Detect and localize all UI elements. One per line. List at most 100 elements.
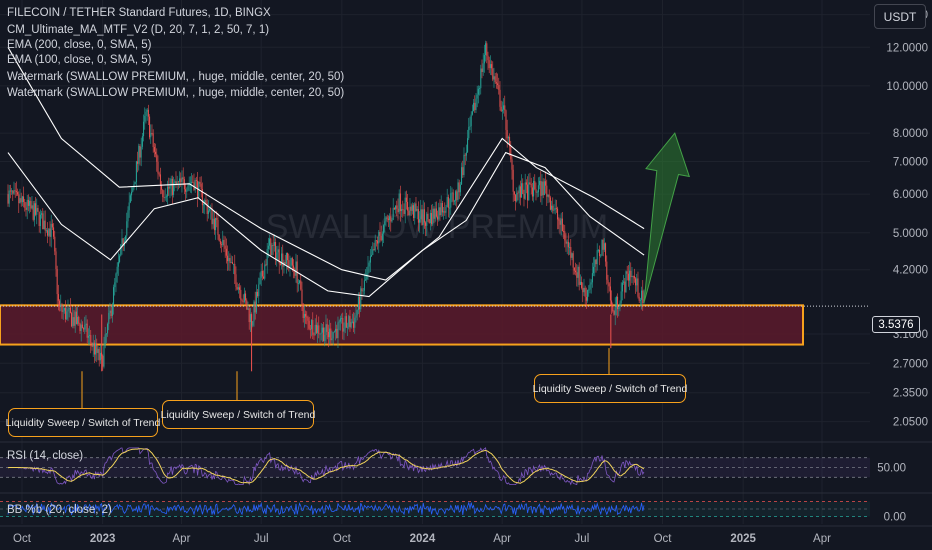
candle-body (613, 311, 615, 315)
candle-body (135, 161, 137, 183)
candle-body (312, 320, 314, 335)
candle-body (117, 262, 119, 267)
candle-body (593, 266, 595, 274)
candle-body (95, 343, 97, 355)
candle-body (233, 263, 235, 265)
candle-body (299, 280, 301, 284)
candle-body (171, 178, 173, 195)
candle-body (553, 209, 555, 211)
candle-body (360, 288, 362, 310)
candle-body (409, 206, 411, 216)
candle-body (290, 258, 292, 266)
candle-body (107, 323, 109, 334)
candle-body (505, 110, 507, 130)
candle-body (467, 138, 469, 153)
candle-body (281, 253, 283, 266)
candle-body (362, 290, 364, 292)
candle-body (567, 241, 569, 248)
candle-body (128, 202, 130, 211)
ema-200-line (7, 47, 645, 281)
candle-body (476, 94, 478, 99)
candle-body (110, 310, 112, 317)
candle-body (395, 205, 397, 210)
x-tick-label: Apr (813, 533, 831, 545)
candle-body (79, 323, 81, 331)
candle-body (51, 223, 53, 228)
candle-body (75, 311, 77, 324)
candle-body (318, 325, 320, 334)
candle-body (258, 284, 260, 297)
candle-body (65, 307, 67, 320)
candle-body (291, 258, 293, 266)
candle-body (519, 186, 521, 198)
candle-body (428, 219, 430, 224)
candle-body (309, 328, 311, 330)
candle-body (516, 192, 518, 202)
candle-body (324, 335, 326, 342)
candle-body (638, 296, 640, 301)
candle-body (285, 252, 287, 264)
candle-body (378, 231, 380, 244)
candle-body (495, 82, 497, 84)
candle-body (300, 280, 302, 290)
candle-body (599, 249, 601, 257)
candle-body (471, 111, 473, 115)
currency-button[interactable]: USDT (874, 4, 926, 29)
candle-body (635, 278, 637, 286)
candle-body (363, 280, 365, 291)
candle-body (548, 194, 550, 198)
candle-body (162, 189, 164, 198)
candle-body (275, 242, 277, 260)
indicator-legend-ema200[interactable]: EMA (200, close, 0, SMA, 5) (7, 39, 152, 51)
candle-body (254, 301, 256, 313)
candle-body (175, 181, 177, 185)
candle-body (149, 116, 151, 138)
candle-body (194, 180, 196, 190)
candle-body (584, 287, 586, 298)
bb-pane-label[interactable]: BB %b (20, close, 2) (7, 504, 112, 516)
candle-body (528, 182, 530, 201)
indicator-legend-watermark-2[interactable]: Watermark (SWALLOW PREMIUM, , huge, midd… (7, 87, 345, 99)
candle-body (84, 324, 86, 330)
candle-body (317, 325, 319, 333)
candle-body (551, 205, 553, 210)
candle-body (279, 263, 281, 266)
candle-body (325, 324, 327, 336)
candle-body (423, 209, 425, 223)
candle-body (297, 283, 299, 284)
candle-body (320, 332, 322, 334)
candle-body (491, 64, 493, 69)
candle-body (555, 208, 557, 209)
candle-body (573, 267, 575, 271)
candle-body (474, 102, 476, 110)
candle-body (131, 191, 133, 196)
candle-body (465, 152, 467, 156)
candle-body (321, 327, 323, 333)
candle-body (223, 239, 225, 246)
candle-body (26, 199, 28, 210)
candle-body (485, 43, 487, 56)
candle-body (89, 335, 91, 336)
candle-body (542, 181, 544, 196)
rsi-pane-label[interactable]: RSI (14, close) (7, 450, 84, 462)
candle-body (425, 222, 427, 226)
candle-body (427, 213, 429, 220)
candle-body (338, 321, 340, 323)
indicator-legend-ema100[interactable]: EMA (100, close, 0, SMA, 5) (7, 54, 152, 66)
candle-body (450, 193, 452, 208)
candle-body (206, 202, 208, 214)
candle-body (189, 182, 191, 184)
candle-body (199, 181, 201, 184)
indicator-legend-watermark-1[interactable]: Watermark (SWALLOW PREMIUM, , huge, midd… (7, 71, 345, 83)
candle-body (513, 191, 515, 195)
candle-body (219, 241, 221, 245)
candle-body (151, 132, 153, 134)
indicator-legend-ma[interactable]: CM_Ultimate_MA_MTF_V2 (D, 20, 7, 1, 2, 5… (7, 24, 270, 36)
candle-body (523, 194, 525, 199)
candle-body (453, 200, 455, 202)
candle-body (405, 197, 407, 202)
candle-body (181, 177, 183, 183)
candle-body (624, 281, 626, 293)
candle-body (614, 307, 616, 315)
